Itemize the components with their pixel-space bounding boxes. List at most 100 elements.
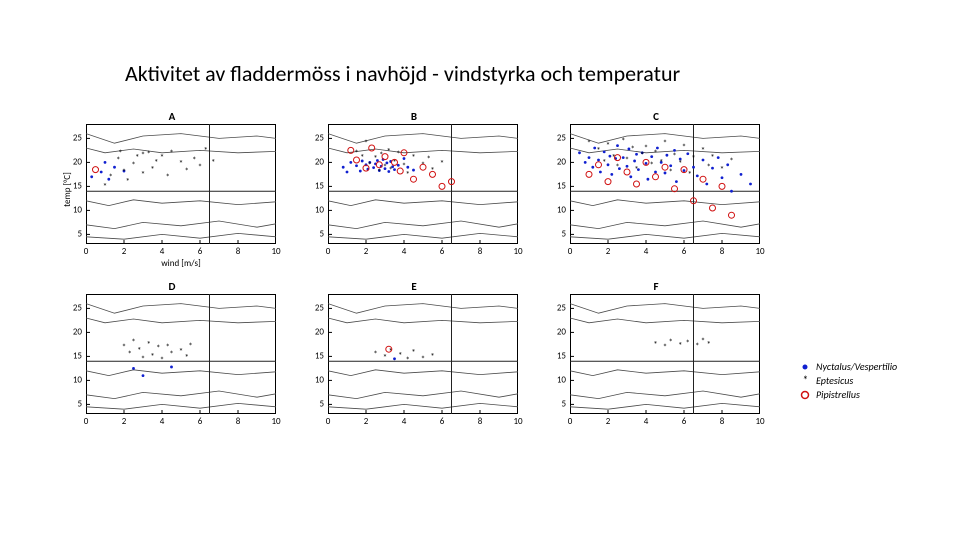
svg-text:*: *: [122, 342, 126, 353]
svg-text:*: *: [602, 157, 606, 168]
svg-text:*: *: [596, 145, 600, 156]
svg-text:*: *: [630, 144, 634, 155]
svg-text:*: *: [198, 162, 202, 173]
svg-text:*: *: [686, 338, 690, 349]
svg-text:*: *: [398, 350, 402, 361]
svg-text:*: *: [141, 169, 145, 180]
panel-label: E: [411, 280, 416, 293]
svg-text:*: *: [706, 162, 710, 173]
panel-label: B: [411, 110, 417, 123]
svg-text:*: *: [179, 158, 183, 169]
panel-F: F********5101520250246810: [544, 280, 768, 440]
scatter-plot: **********************: [86, 124, 276, 244]
svg-text:*: *: [701, 336, 705, 347]
y-axis-label: temp [°C]: [62, 172, 73, 207]
svg-text:*: *: [387, 146, 391, 157]
svg-text:*: *: [606, 141, 610, 152]
svg-text:*: *: [127, 349, 131, 360]
svg-text:*: *: [379, 150, 383, 161]
svg-text:*: *: [360, 153, 364, 164]
panel-label: F: [653, 280, 658, 293]
y-tick-labels: 510152025: [544, 294, 568, 414]
svg-text:*: *: [710, 153, 714, 164]
svg-text:*: *: [687, 169, 691, 180]
svg-text:*: *: [615, 162, 619, 173]
svg-text:*: *: [663, 342, 667, 353]
svg-text:*: *: [192, 155, 196, 166]
svg-text:*: *: [653, 148, 657, 159]
svg-text:*: *: [406, 355, 410, 366]
legend-marker-icon: [800, 362, 810, 372]
y-tick-labels: 510152025: [60, 294, 84, 414]
chart-grid: A**********************5101520250246810t…: [60, 110, 780, 440]
svg-text:*: *: [668, 167, 672, 178]
svg-text:*: *: [383, 352, 387, 363]
y-tick-labels: 510152025: [302, 124, 326, 244]
panel-label: A: [169, 110, 176, 123]
svg-text:*: *: [141, 150, 145, 161]
svg-text:*: *: [131, 337, 135, 348]
svg-text:*: *: [663, 138, 667, 149]
legend: Nyctalus/Vespertilio*EptesicusPipistrell…: [800, 360, 897, 402]
svg-text:*: *: [141, 354, 145, 365]
svg-text:*: *: [729, 156, 733, 167]
svg-text:*: *: [406, 169, 410, 180]
svg-text:*: *: [135, 153, 139, 164]
legend-item: Nyctalus/Vespertilio: [800, 360, 897, 374]
svg-text:*: *: [411, 153, 415, 164]
panel-A: A**********************5101520250246810t…: [60, 110, 284, 270]
svg-text:*: *: [150, 351, 154, 362]
svg-text:*: *: [368, 160, 372, 171]
svg-text:*: *: [668, 337, 672, 348]
x-tick-labels: 0246810: [570, 246, 760, 260]
svg-text:*: *: [146, 149, 150, 160]
legend-label: Pipistrellus: [816, 388, 860, 402]
svg-text:*: *: [184, 166, 188, 177]
panel-label: C: [653, 110, 659, 123]
panel-D: D**************5101520250246810: [60, 280, 284, 440]
legend-label: Nyctalus/Vespertilio: [816, 360, 897, 374]
svg-text:*: *: [634, 165, 638, 176]
svg-text:*: *: [165, 172, 169, 183]
x-tick-labels: 0246810: [570, 416, 760, 430]
svg-text:*: *: [720, 165, 724, 176]
x-axis-label: wind [m/s]: [86, 258, 276, 269]
svg-text:*: *: [396, 149, 400, 160]
svg-text:*: *: [364, 138, 368, 149]
svg-text:*: *: [672, 151, 676, 162]
scatter-plot: ********: [328, 294, 518, 414]
page-title: Aktivitet av fladdermöss i navhöjd - vin…: [125, 60, 680, 87]
svg-text:*: *: [691, 154, 695, 165]
panel-C: C***************************510152025024…: [544, 110, 768, 270]
svg-text:*: *: [169, 148, 173, 159]
svg-text:*: *: [587, 138, 591, 149]
svg-text:*: *: [154, 157, 158, 168]
y-tick-labels: 510152025: [302, 294, 326, 414]
legend-label: Eptesicus: [816, 374, 853, 388]
svg-text:*: *: [682, 142, 686, 153]
svg-text:*: *: [211, 157, 215, 168]
y-tick-labels: 510152025: [544, 124, 568, 244]
svg-text:*: *: [184, 352, 188, 363]
svg-text:*: *: [373, 349, 377, 360]
svg-text:*: *: [169, 349, 173, 360]
scatter-plot: **************: [86, 294, 276, 414]
scatter-plot: ********: [570, 294, 760, 414]
svg-text:*: *: [706, 339, 710, 350]
panel-B: B*******************5101520250246810: [302, 110, 526, 270]
svg-text:*: *: [179, 347, 183, 358]
svg-text:*: *: [621, 136, 625, 147]
panel-E: E********5101520250246810: [302, 280, 526, 440]
svg-text:*: *: [203, 145, 207, 156]
svg-text:*: *: [383, 162, 387, 173]
svg-text:*: *: [160, 355, 164, 366]
svg-text:*: *: [126, 177, 130, 188]
svg-text:*: *: [188, 341, 192, 352]
legend-marker-icon: [800, 390, 810, 400]
svg-text:*: *: [160, 153, 164, 164]
legend-item: Pipistrellus: [800, 388, 897, 402]
svg-text:*: *: [377, 167, 381, 178]
svg-text:*: *: [653, 339, 657, 350]
x-tick-labels: 0246810: [328, 416, 518, 430]
legend-item: *Eptesicus: [800, 374, 897, 388]
